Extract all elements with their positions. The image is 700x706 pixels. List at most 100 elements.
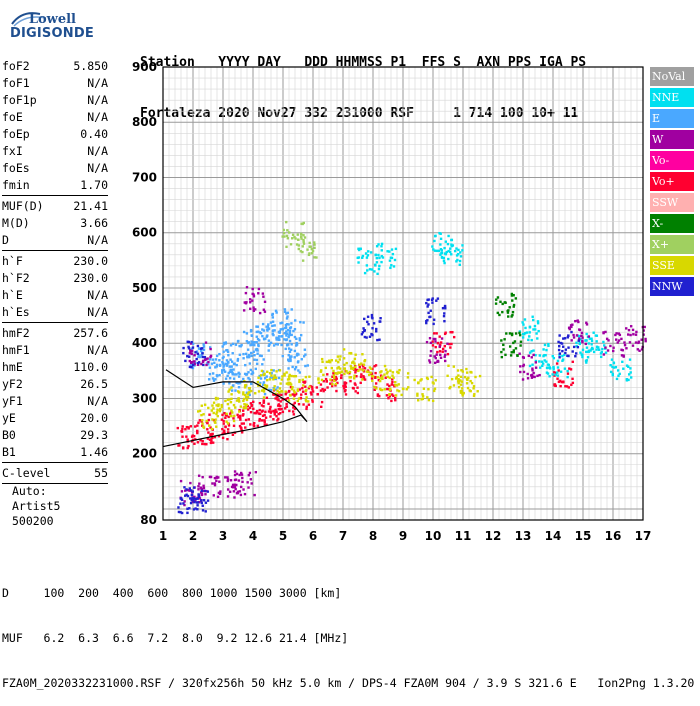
echo-mark [535,332,538,335]
echo-mark [232,377,236,380]
echo-mark [356,391,360,395]
echo-mark [231,411,234,414]
echo-mark [254,308,257,311]
echo-mark [552,368,555,371]
echo-mark [389,387,392,391]
echo-mark [266,370,269,373]
echo-mark [581,339,584,343]
echo-mark [275,338,278,341]
echo-mark [249,423,252,426]
echo-mark [222,350,225,353]
echo-mark [288,350,292,353]
echo-mark [273,393,276,396]
echo-mark [290,333,293,337]
echo-mark [296,389,299,392]
echo-mark [242,352,245,356]
echo-mark [222,343,226,346]
echo-mark [429,354,432,357]
echo-mark [242,413,245,416]
echo-mark [194,425,197,428]
echo-mark [358,365,361,369]
echo-mark [513,340,517,343]
echo-mark [538,354,542,357]
echo-mark [193,486,196,489]
echo-mark [247,474,251,477]
echo-mark [578,342,581,346]
echo-mark [287,231,291,234]
echo-mark [288,331,291,335]
echo-mark [249,351,253,355]
echo-mark [348,376,351,379]
echo-mark [250,372,253,376]
echo-mark [197,493,200,496]
echo-mark [329,382,332,385]
echo-mark [421,397,425,401]
echo-mark [261,383,265,386]
echo-mark [342,384,345,388]
echo-mark [434,340,437,343]
echo-mark [587,342,590,345]
echo-mark [245,398,249,402]
echo-mark [443,252,447,255]
echo-mark [229,412,232,415]
echo-mark [213,482,217,485]
legend-item: X+ [650,235,694,254]
echo-mark [595,348,598,351]
echo-mark [298,380,301,384]
echo-mark [390,383,394,386]
echo-mark [578,335,581,338]
echo-mark [287,347,291,350]
echo-mark [194,497,198,501]
echo-mark [322,389,325,393]
echo-mark [611,365,614,369]
echo-mark [274,376,278,379]
echo-mark [244,403,248,406]
param-name: D [2,233,9,247]
echo-mark [371,379,374,383]
param-divider [2,195,108,196]
echo-mark [293,349,297,353]
echo-mark [334,382,338,386]
echo-mark [200,420,203,423]
echo-mark [565,385,569,388]
echo-mark [196,508,199,511]
echo-mark [380,388,384,392]
echo-mark [301,390,305,393]
echo-mark [466,378,469,382]
echo-mark [304,353,307,356]
echo-mark [191,363,195,367]
echo-mark [379,377,382,380]
echo-mark [374,253,377,256]
echo-mark [206,437,210,440]
echo-mark [237,397,240,400]
echo-mark [496,296,500,299]
echo-mark [354,365,357,369]
param-name: foF1 [2,76,30,90]
echo-mark [531,315,534,318]
echo-mark [376,338,379,342]
echo-mark [196,344,200,348]
echo-mark [269,405,272,409]
echo-mark [289,355,292,358]
echo-mark [261,389,264,392]
echo-mark [273,385,276,388]
echo-mark [233,496,236,499]
echo-mark [362,365,365,368]
echo-mark [200,404,203,407]
echo-mark [428,336,432,340]
echo-mark [455,260,458,263]
echo-mark [330,359,334,362]
param-name: C-level [2,466,51,480]
echo-mark [289,383,293,386]
echo-mark [250,482,253,485]
echo-mark [258,401,262,405]
echo-mark [262,337,266,341]
echo-mark [622,367,625,370]
echo-mark [334,384,337,387]
echo-mark [383,373,386,376]
echo-mark [275,414,278,418]
param-row: yE 20.0 [2,410,108,427]
echo-mark [281,335,284,338]
logo-swoosh-icon [11,12,47,27]
